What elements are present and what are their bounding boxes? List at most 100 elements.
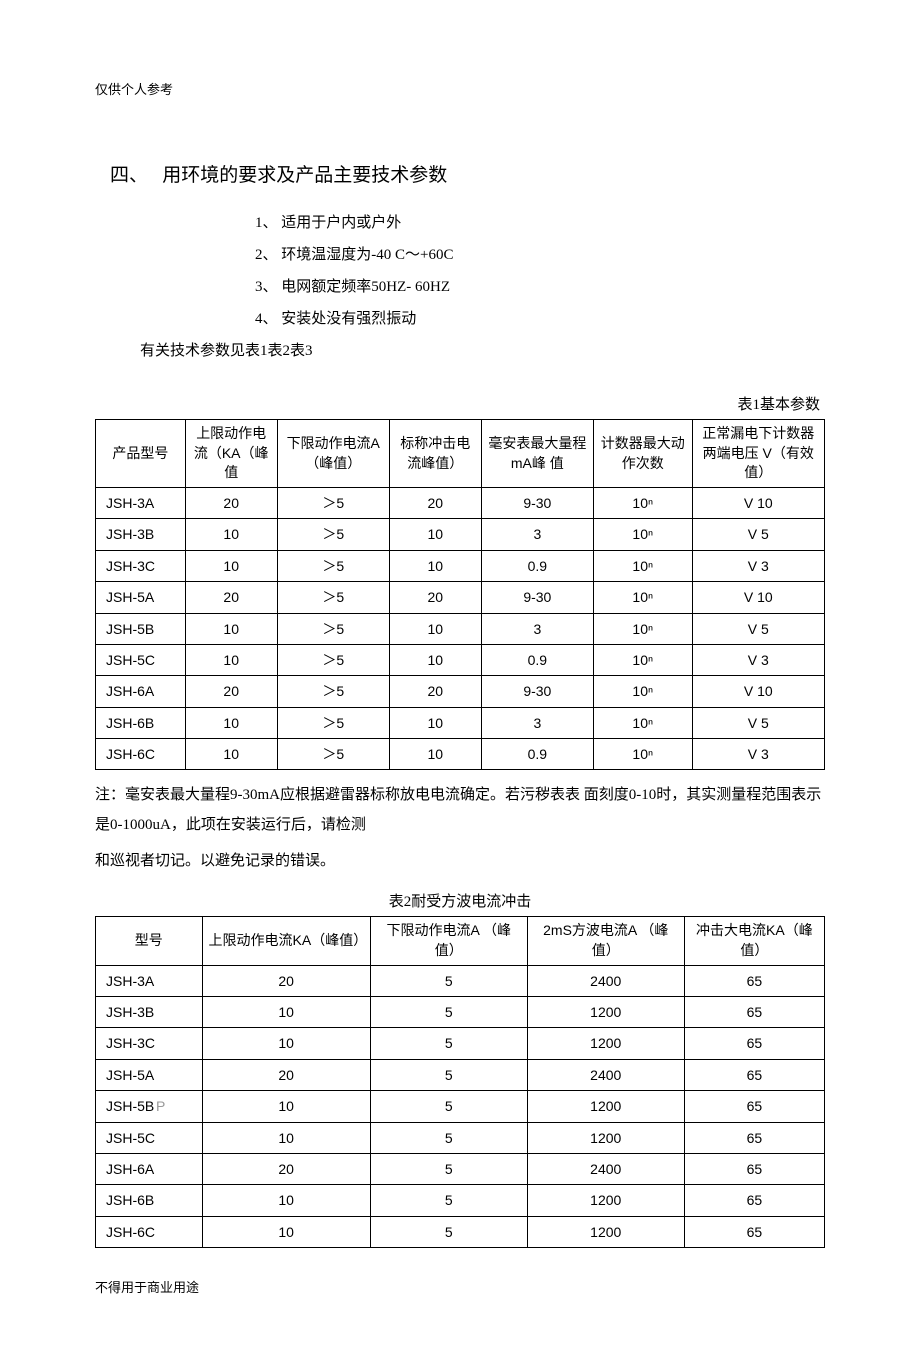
table-cell: 1200 [527, 997, 684, 1028]
table-row: JSH-6C10＞5100.910ⁿV 3 [96, 739, 825, 770]
section-title-text: 用环境的要求及产品主要技术参数 [162, 165, 447, 186]
table-cell: 5 [370, 1028, 527, 1059]
table-cell: 20 [185, 487, 277, 518]
table-row: JSH-3A20＞5209-3010ⁿV 10 [96, 487, 825, 518]
table-cell: 5 [370, 997, 527, 1028]
table-cell: 10 [202, 997, 370, 1028]
table-cell: 10ⁿ [593, 550, 692, 581]
table-cell: 10 [185, 550, 277, 581]
table-cell: 3 [481, 613, 593, 644]
table-header-cell: 产品型号 [96, 420, 186, 488]
table-row: JSH-3C105120065 [96, 1028, 825, 1059]
section-number: 四、 [110, 165, 148, 186]
table-cell: 2400 [527, 965, 684, 996]
table-row: JSH-5A20＞5209-3010ⁿV 10 [96, 582, 825, 613]
table-row: JSH-3C10＞5100.910ⁿV 3 [96, 550, 825, 581]
table-cell: JSH-6C [96, 1216, 203, 1247]
table-cell: 10 [389, 644, 481, 675]
table-cell: 9-30 [481, 676, 593, 707]
table-header-cell: 正常漏电下计数器两端电压 V（有效值） [692, 420, 824, 488]
table-cell: 9-30 [481, 487, 593, 518]
table-cell: 5 [370, 1059, 527, 1090]
table-row: JSH-6A205240065 [96, 1154, 825, 1185]
table-cell: 10 [389, 519, 481, 550]
table-cell: 10ⁿ [593, 739, 692, 770]
table-cell: 10 [185, 707, 277, 738]
table1-note2: 和巡视者切记。以避免记录的错误。 [95, 846, 825, 876]
table-cell: JSH-5C [96, 644, 186, 675]
section-title: 四、 用环境的要求及产品主要技术参数 [110, 161, 825, 191]
table-cell: 10 [389, 739, 481, 770]
table-header-cell: 冲击大电流KA（峰值） [684, 917, 824, 965]
table-cell: V 10 [692, 582, 824, 613]
table-cell: JSH-6B [96, 1185, 203, 1216]
table-cell: ＞5 [277, 519, 389, 550]
table-header-cell: 标称冲击电流峰值） [389, 420, 481, 488]
table-cell: ＞5 [277, 613, 389, 644]
table-cell: V 10 [692, 676, 824, 707]
table2-header-row: 型号上限动作电流KA（峰值）下限动作电流A （峰值）2mS方波电流A （峰值）冲… [96, 917, 825, 965]
table-header-cell: 下限动作电流A （峰值） [277, 420, 389, 488]
env-requirements-list: 1、 适用于户内或户外 2、 环境温湿度为-40 C～+60C 3、 电网额定频… [255, 211, 825, 331]
table-cell: 20 [202, 965, 370, 996]
table-cell: V 5 [692, 707, 824, 738]
table-cell: 3 [481, 519, 593, 550]
table-row: JSH-3A205240065 [96, 965, 825, 996]
table-cell: 9-30 [481, 582, 593, 613]
table-cell: ＞5 [277, 739, 389, 770]
table-row: JSH-6B10＞510310ⁿV 5 [96, 707, 825, 738]
table-cell: 65 [684, 1216, 824, 1247]
table-row: JSH-5A205240065 [96, 1059, 825, 1090]
env-item: 3、 电网额定频率50HZ- 60HZ [255, 275, 825, 299]
table-cell: JSH-5A [96, 582, 186, 613]
table1-header-row: 产品型号上限动作电流（KA（峰值下限动作电流A （峰值）标称冲击电流峰值）毫安表… [96, 420, 825, 488]
table-cell: JSH-6B [96, 707, 186, 738]
param-reference-note: 有关技术参数见表1表2表3 [140, 339, 825, 363]
env-item: 4、 安装处没有强烈振动 [255, 307, 825, 331]
table-cell: 1200 [527, 1185, 684, 1216]
table-row: JSH-5B10＞510310ⁿV 5 [96, 613, 825, 644]
table-cell: 20 [185, 676, 277, 707]
table-cell: 2400 [527, 1059, 684, 1090]
table-row: JSH-6C105120065 [96, 1216, 825, 1247]
table-cell: ＞5 [277, 582, 389, 613]
table-cell: 10 [389, 550, 481, 581]
table-cell: 10 [389, 707, 481, 738]
table-cell: 65 [684, 1122, 824, 1153]
table-cell: 65 [684, 1091, 824, 1122]
table-cell: V 5 [692, 519, 824, 550]
table-cell: 10ⁿ [593, 519, 692, 550]
table-cell: JSH-5A [96, 1059, 203, 1090]
table-cell: 2400 [527, 1154, 684, 1185]
table-cell: 10ⁿ [593, 676, 692, 707]
table-row: JSH-6B105120065 [96, 1185, 825, 1216]
table-cell: V 10 [692, 487, 824, 518]
table-cell: JSH-5B [96, 1091, 203, 1122]
table-cell: 5 [370, 1216, 527, 1247]
table-header-cell: 毫安表最大量程mA峰 值 [481, 420, 593, 488]
table-cell: JSH-3A [96, 965, 203, 996]
table-header-cell: 2mS方波电流A （峰值） [527, 917, 684, 965]
table-cell: 0.9 [481, 739, 593, 770]
env-item: 2、 环境温湿度为-40 C～+60C [255, 243, 825, 267]
table-cell: ＞5 [277, 676, 389, 707]
table-cell: JSH-6A [96, 1154, 203, 1185]
table-cell: 5 [370, 1185, 527, 1216]
table1-note: 注：毫安表最大量程9-30mA应根据避雷器标称放电电流确定。若污秽表表 面刻度0… [95, 780, 825, 840]
table-cell: JSH-5C [96, 1122, 203, 1153]
footer-note: 不得用于商业用途 [95, 1278, 825, 1299]
table-cell: 20 [202, 1154, 370, 1185]
table-cell: JSH-3A [96, 487, 186, 518]
table-row: JSH-5B105120065 [96, 1091, 825, 1122]
table-cell: 10 [185, 644, 277, 675]
table-cell: 1200 [527, 1028, 684, 1059]
table-cell: 5 [370, 1154, 527, 1185]
table-cell: JSH-5B [96, 613, 186, 644]
table-cell: JSH-3C [96, 1028, 203, 1059]
table-row: JSH-5C10＞5100.910ⁿV 3 [96, 644, 825, 675]
table-cell: 10 [185, 613, 277, 644]
table-cell: V 3 [692, 644, 824, 675]
table-cell: 10 [389, 613, 481, 644]
table-cell: 65 [684, 965, 824, 996]
table-cell: 20 [185, 582, 277, 613]
